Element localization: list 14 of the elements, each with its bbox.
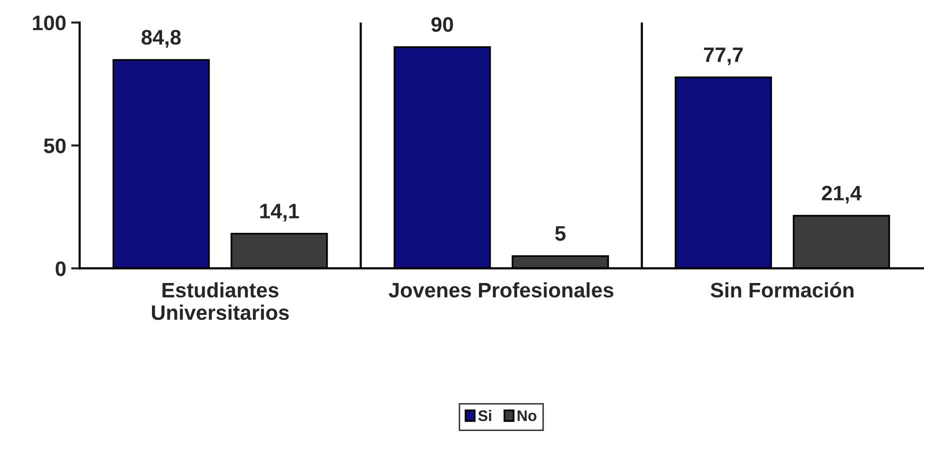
data-label: 90 (431, 17, 453, 32)
x-tick-label: Estudiantes Universitarios (152, 282, 289, 320)
x-tick-label: Sin Formación (710, 282, 854, 298)
x-tick-label: Jovenes Profesionales (388, 282, 614, 298)
legend-label: Si (478, 410, 492, 422)
data-label: 84,8 (142, 30, 181, 48)
data-label: 77,7 (704, 48, 743, 66)
legend-label: No (518, 410, 536, 422)
data-label: 21,4 (822, 186, 862, 204)
y-tick-label: 100 (33, 16, 66, 30)
y-tick-label: 0 (56, 261, 66, 276)
data-label: 5 (555, 226, 566, 241)
y-tick-label: 50 (44, 138, 66, 154)
data-label: 14,1 (260, 204, 299, 222)
